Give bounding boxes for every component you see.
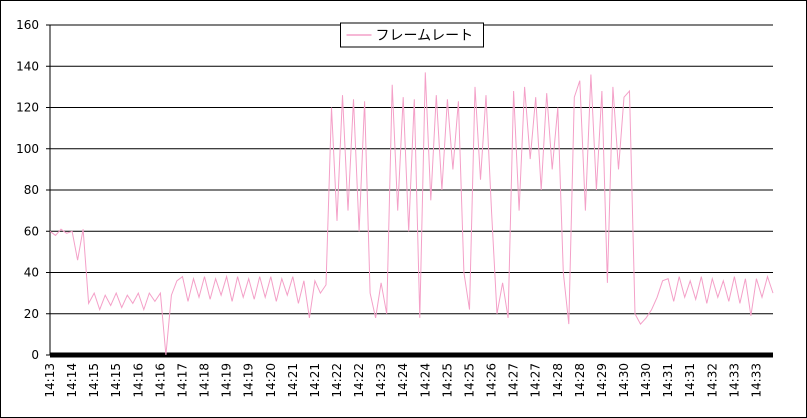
y-tick-label: 120 xyxy=(16,101,39,115)
x-tick-label: 14:19 xyxy=(242,363,256,398)
x-tick-label: 14:19 xyxy=(220,363,234,398)
x-tick-label: 14:29 xyxy=(595,363,609,398)
x-tick-label: 14:17 xyxy=(175,363,189,398)
x-tick-label: 14:28 xyxy=(551,363,565,398)
legend: フレームレート xyxy=(340,22,484,48)
y-tick-label: 0 xyxy=(31,348,39,362)
x-tick-label: 14:21 xyxy=(286,363,300,398)
x-tick-label: 14:18 xyxy=(198,363,212,398)
y-tick-label: 60 xyxy=(24,224,39,238)
x-tick-label: 14:26 xyxy=(485,363,499,398)
x-tick-label: 14:24 xyxy=(396,363,410,398)
y-tick-label: 80 xyxy=(24,183,39,197)
x-tick-label: 14:30 xyxy=(639,363,653,398)
x-tick-label: 14:30 xyxy=(617,363,631,398)
x-tick-label: 14:22 xyxy=(352,363,366,398)
x-tick-label: 14:16 xyxy=(153,363,167,398)
x-tick-label: 14:16 xyxy=(131,363,145,398)
x-tick-label: 14:27 xyxy=(507,363,521,398)
x-tick-label: 14:28 xyxy=(573,363,587,398)
x-tick-label: 14:33 xyxy=(727,363,741,398)
x-tick-label: 14:14 xyxy=(65,363,79,398)
x-tick-label: 14:15 xyxy=(109,363,123,398)
x-tick-label: 14:20 xyxy=(264,363,278,398)
x-tick-label: 14:33 xyxy=(749,363,763,398)
x-tick-label: 14:24 xyxy=(418,363,432,398)
x-tick-label: 14:23 xyxy=(374,363,388,398)
legend-label: フレームレート xyxy=(376,28,474,44)
x-tick-label: 14:31 xyxy=(683,363,697,398)
y-tick-label: 160 xyxy=(16,18,39,32)
x-tick-label: 14:15 xyxy=(87,363,101,398)
x-tick-label: 14:32 xyxy=(705,363,719,398)
y-tick-label: 100 xyxy=(16,142,39,156)
x-tick-label: 14:25 xyxy=(440,363,454,398)
x-tick-label: 14:13 xyxy=(43,363,57,398)
x-tick-label: 14:22 xyxy=(330,363,344,398)
y-tick-label: 140 xyxy=(16,59,39,73)
y-tick-label: 40 xyxy=(24,266,39,280)
x-tick-label: 14:25 xyxy=(462,363,476,398)
x-tick-label: 14:27 xyxy=(529,363,543,398)
y-tick-label: 20 xyxy=(24,307,39,321)
x-tick-label: 14:31 xyxy=(661,363,675,398)
line-series xyxy=(49,72,774,356)
x-tick-label: 14:21 xyxy=(308,363,322,398)
